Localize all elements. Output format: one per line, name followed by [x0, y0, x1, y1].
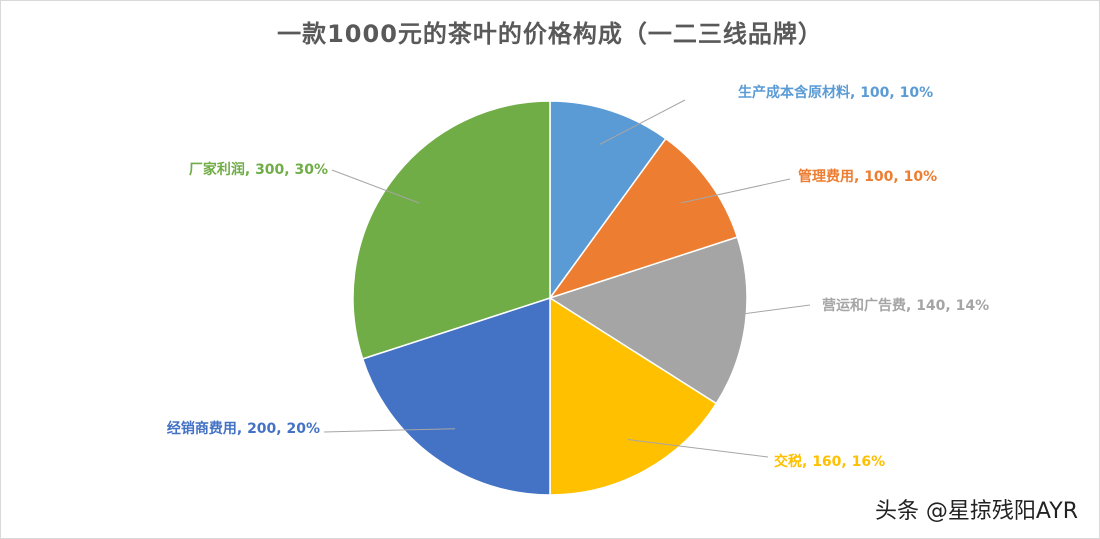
pie-slice-2: [548, 137, 739, 300]
leader-line-6: [331, 169, 420, 204]
leader-line-1: [599, 99, 686, 145]
pie-slice-3: [548, 236, 748, 405]
pie-slice-1: [549, 100, 667, 301]
leader-line-4: [627, 439, 769, 458]
data-label-6: 厂家利润, 300, 30%: [189, 161, 328, 178]
chart-title: 一款1000元的茶叶的价格构成（一二三线品牌）: [277, 20, 823, 48]
pie-slice-6: [352, 100, 551, 360]
leader-line-5: [323, 428, 456, 433]
data-label-3: 营运和广告费, 140, 14%: [822, 297, 989, 314]
data-label-4: 交税, 160, 16%: [774, 453, 885, 470]
data-label-1: 生产成本含原材料, 100, 10%: [738, 84, 933, 101]
data-label-2: 管理费用, 100, 10%: [798, 168, 937, 185]
leader-line-3: [710, 304, 811, 319]
data-label-5: 经销商费用, 200, 20%: [167, 420, 320, 437]
watermark: 头条 @星掠残阳AYR: [874, 499, 1078, 524]
leader-line-2: [680, 178, 791, 204]
pie-slice-5: [361, 296, 551, 496]
